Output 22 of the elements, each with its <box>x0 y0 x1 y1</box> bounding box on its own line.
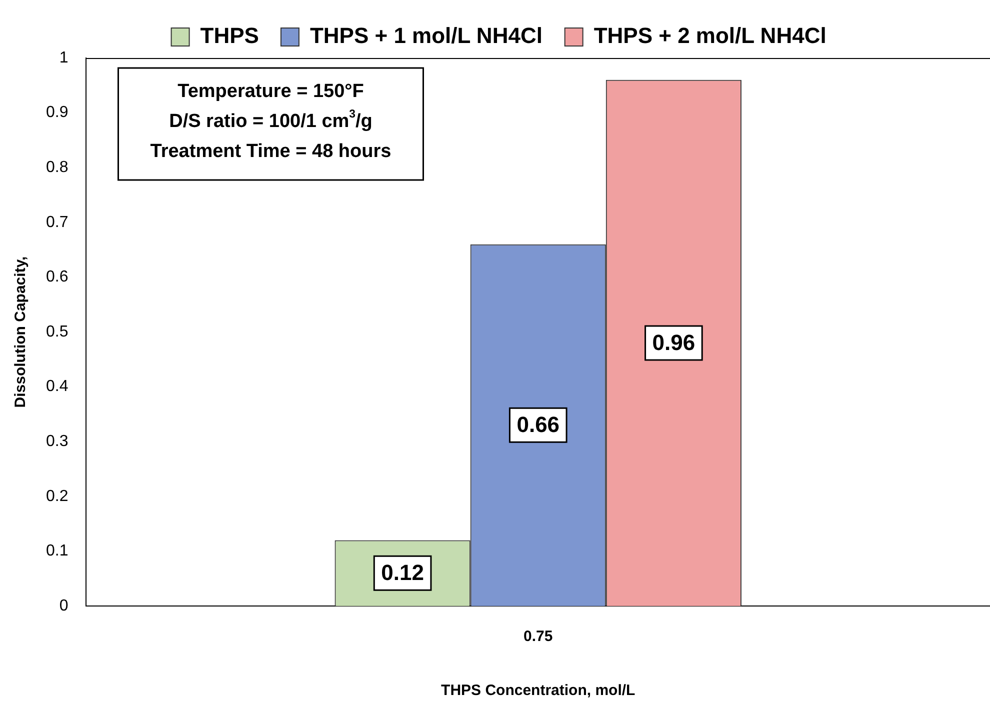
y-tick-label: 0.3 <box>46 433 68 450</box>
y-tick-label: 0.6 <box>46 268 68 286</box>
y-tick-label: 0.4 <box>46 378 68 396</box>
y-tick-label: 0.8 <box>46 159 68 176</box>
y-tick-label: 0.1 <box>46 542 68 560</box>
y-tick-label: 1 <box>59 49 68 66</box>
annotation: Temperature = 150°F <box>178 81 364 102</box>
legend-label: THPS + 1 mol/L NH4Cl <box>310 23 542 48</box>
x-tick-label: 0.75 <box>524 628 553 646</box>
data-label: 0.96 <box>652 330 696 356</box>
legend-label: THPS <box>200 23 259 48</box>
legend-label: THPS + 2 mol/L NH4Cl <box>594 23 826 48</box>
y-tick-label: 0.7 <box>46 214 68 231</box>
y-tick-label: 0.2 <box>46 488 68 505</box>
y-tick-label: 0 <box>59 597 68 614</box>
y-tick-label: 0.5 <box>46 323 68 340</box>
annotation: Treatment Time = 48 hours <box>150 141 392 162</box>
y-axis-title: Dissolution Capacity, <box>12 256 30 408</box>
x-axis-title: THPS Concentration, mol/L <box>441 682 636 700</box>
data-label: 0.12 <box>381 560 424 586</box>
y-tick-label: 0.9 <box>46 104 68 122</box>
data-label: 0.66 <box>516 412 560 438</box>
